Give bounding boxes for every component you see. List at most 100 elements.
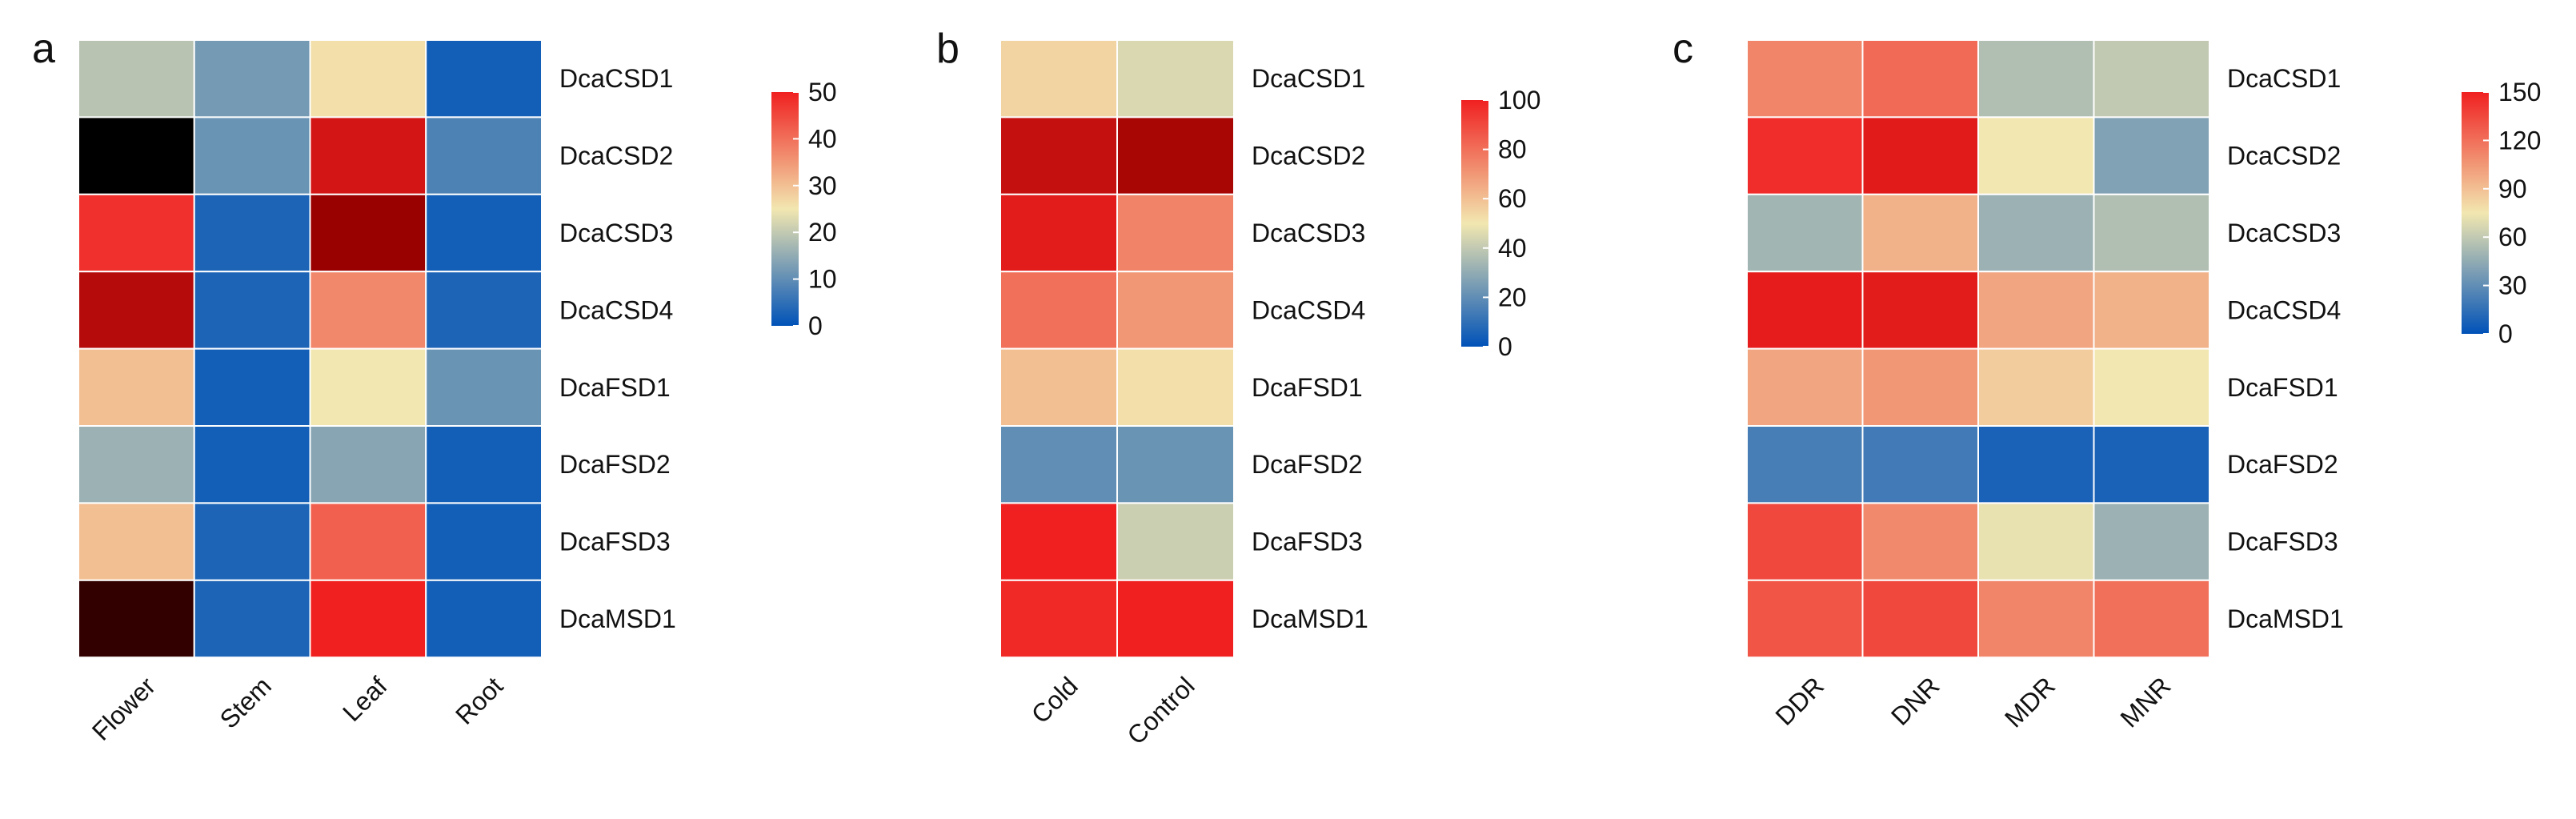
legend-tick-label: 90 [2498,175,2527,203]
heatmap-cell [193,502,311,581]
heatmap-cell [425,116,543,195]
heatmap-cell [1746,347,1864,428]
heatmap-panel-b: DcaCSD1 DcaCSD2 DcaCSD3 DcaCSD4 DcaFSD1 DcaFS… [1000,39,1540,750]
legend-tick-label: 0 [1498,332,1512,361]
legend-tick-label: 20 [1498,283,1527,311]
heatmap-cell [2093,271,2210,350]
column-label: MNR [2115,672,2177,733]
heatmap-cell [1000,502,1118,581]
panel-letter-b: b [936,26,959,72]
heatmap-cell [78,39,195,118]
heatmap-cell [1746,39,1864,118]
panel-letter-a: a [32,26,55,72]
legend-tick-label: 60 [2498,223,2527,251]
heatmap-panel-a: DcaCSD1 DcaCSD2 DcaCSD3 DcaCSD4 DcaFSD1 DcaFS… [78,39,837,746]
heatmap-cell [78,193,195,273]
row-label: DcaCSD4 [2227,295,2341,324]
row-label: DcaCSD1 [1252,64,1365,93]
heatmap-cell [1977,579,2095,659]
legend-tick-label: 80 [1498,135,1527,164]
legend-tick-label: 30 [2498,271,2527,300]
legend-tick-label: 120 [2498,126,2541,155]
legend-tick-label: 30 [808,171,837,200]
heatmap-cell [1116,271,1235,350]
row-label: DcaFSD1 [1252,373,1363,402]
heatmap-cell [193,347,311,428]
heatmap-cell [1746,116,1864,195]
heatmap-cell [1746,502,1864,581]
heatmap-cell [1861,193,1979,273]
heatmap-cell [309,271,427,350]
column-label: Stem [214,672,277,734]
heatmap-cell [2093,193,2210,273]
color-legend-bar [2462,92,2489,334]
legend-tick-label: 0 [2498,319,2513,348]
heatmap-cell [2093,425,2210,504]
heatmap-cell [425,347,543,428]
row-label: DcaCSD2 [1252,142,1365,171]
heatmap-cell [1000,579,1118,659]
heatmap-cell [1977,502,2095,581]
heatmap-cell [425,193,543,273]
heatmap-cell [1000,347,1118,428]
heatmap-cell [1977,116,2095,195]
row-label: DcaFSD2 [1252,450,1363,479]
row-label: DcaCSD3 [559,219,673,247]
column-label: DDR [1770,672,1829,731]
heatmap-cell [1861,116,1979,195]
heatmap-cell [1000,193,1118,273]
row-label: DcaFSD2 [559,450,671,479]
row-label: DcaFSD3 [1252,528,1363,556]
row-label: DcaCSD4 [1252,295,1365,324]
heatmap-cell [193,425,311,504]
heatmap-cell [2093,347,2210,428]
row-label: DcaFSD3 [559,528,671,556]
row-label: DcaCSD3 [1252,219,1365,247]
row-label: DcaCSD2 [2227,142,2341,171]
heatmap-cell [193,579,311,659]
column-label: Leaf [337,671,393,727]
heatmap-cell [1000,39,1118,118]
heatmap-cell [309,579,427,659]
heatmap-cell [1861,271,1979,350]
heatmap-cell [425,579,543,659]
heatmap-panel-c: DcaCSD1 DcaCSD2 DcaCSD3 DcaCSD4 DcaFSD1 DcaFS… [1746,39,2541,733]
heatmap-cell [1861,579,1979,659]
heatmap-cell [78,502,195,581]
heatmap-cell [309,39,427,118]
heatmap-cell [309,502,427,581]
heatmap-cell [1977,347,2095,428]
legend-tick-label: 60 [1498,184,1527,213]
column-label: Root [450,671,508,729]
heatmap-cell [193,116,311,195]
heatmap-cell [1861,347,1979,428]
heatmap-cell [1977,39,2095,118]
legend-tick-label: 10 [808,265,837,294]
column-label: DNR [1885,672,1945,731]
row-label: DcaCSD1 [2227,64,2341,93]
row-label: DcaMSD1 [2227,604,2344,633]
row-label: DcaCSD4 [559,295,673,324]
heatmap-cell [1746,425,1864,504]
column-label: MDR [1999,672,2061,733]
heatmap-cell [1861,425,1979,504]
legend-tick-label: 40 [1498,234,1527,263]
column-label: Cold [1026,672,1084,729]
color-legend-bar [771,92,799,326]
legend-tick-label: 0 [808,311,823,340]
heatmap-cell [78,271,195,350]
heatmap-cell [1977,271,2095,350]
heatmap-cell [1000,116,1118,195]
heatmap-cell [1116,116,1235,195]
heatmap-cell [425,425,543,504]
legend-tick-label: 100 [1498,86,1540,114]
heatmap-cell [309,116,427,195]
heatmap-cell [2093,116,2210,195]
heatmap-cell [1116,502,1235,581]
row-label: DcaFSD1 [559,373,671,402]
legend-tick-label: 150 [2498,78,2541,106]
row-label: DcaFSD3 [2227,528,2338,556]
row-label: DcaMSD1 [559,604,676,633]
heatmap-cell [1861,502,1979,581]
row-label: DcaFSD1 [2227,373,2338,402]
